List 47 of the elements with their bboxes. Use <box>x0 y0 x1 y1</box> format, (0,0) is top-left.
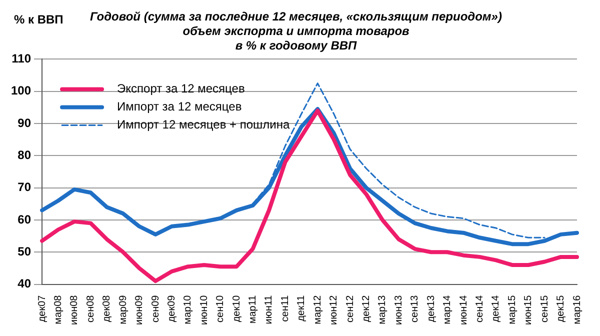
y-tick-label: 80 <box>18 148 32 162</box>
x-tick-label: дек08 <box>102 294 113 322</box>
x-tick-label: сен13 <box>410 294 421 322</box>
x-tick-label: мар10 <box>182 294 194 324</box>
y-tick-label: 70 <box>18 180 32 194</box>
x-tick-label: июн12 <box>328 294 340 326</box>
x-tick-label: мар13 <box>377 294 388 324</box>
x-tick-label: сен15 <box>539 294 550 322</box>
y-tick-label: 60 <box>18 212 32 226</box>
x-tick-label: июн15 <box>523 294 534 326</box>
y-tick-label: 100 <box>10 84 32 98</box>
x-tick-label: дек13 <box>426 294 437 322</box>
x-tick-label: сен12 <box>344 294 356 322</box>
x-tick-label: июн08 <box>69 294 80 326</box>
chart-title: Годовой (сумма за последние 12 месяцев, «скользящим периодом») объем экспорта и импорта товаров в % к годовому ВВП <box>90 10 502 52</box>
legend-label: Экспорт за 12 месяцев <box>117 82 245 96</box>
x-tick-label: мар16 <box>572 294 583 324</box>
x-tick-label: дек09 <box>166 294 178 322</box>
y-tick-label: 40 <box>18 276 32 291</box>
x-tick-label: сен14 <box>474 294 486 322</box>
legend-label: Импорт за 12 месяцев <box>117 100 242 114</box>
legend-label: Импорт 12 месяцев + пошлина <box>117 118 290 132</box>
x-tick-label: дек11 <box>296 294 308 322</box>
y-tick-label: 50 <box>18 244 32 258</box>
y-axis-title: % к ВВП <box>14 12 64 26</box>
x-tick-label: сен09 <box>150 294 162 322</box>
x-tick-label: сен11 <box>280 294 291 322</box>
x-tick-label: дек12 <box>361 294 372 322</box>
x-tick-label: июн10 <box>198 294 210 326</box>
x-tick-label: мар09 <box>118 294 129 324</box>
x-tick-label: сен08 <box>85 294 96 322</box>
x-tick-label: июн14 <box>458 294 470 326</box>
x-tick-label: мар11 <box>248 294 259 324</box>
x-tick-label: мар14 <box>442 294 454 324</box>
x-tick-label: дек15 <box>556 294 567 322</box>
x-tick-label: дек07 <box>36 294 48 322</box>
x-tick-label: июн13 <box>393 294 404 326</box>
x-tick-label: мар12 <box>312 294 324 324</box>
y-tick-label: 110 <box>12 52 32 66</box>
x-tick-label: дек10 <box>231 294 242 322</box>
x-tick-label: сен10 <box>215 294 226 322</box>
x-tick-label: июн09 <box>134 294 146 326</box>
x-tick-label: июн11 <box>264 294 275 324</box>
y-tick-label: 90 <box>18 116 32 130</box>
x-tick-label: мар15 <box>506 294 518 324</box>
x-tick-label: мар08 <box>52 294 64 324</box>
x-tick-label: дек14 <box>490 294 502 322</box>
